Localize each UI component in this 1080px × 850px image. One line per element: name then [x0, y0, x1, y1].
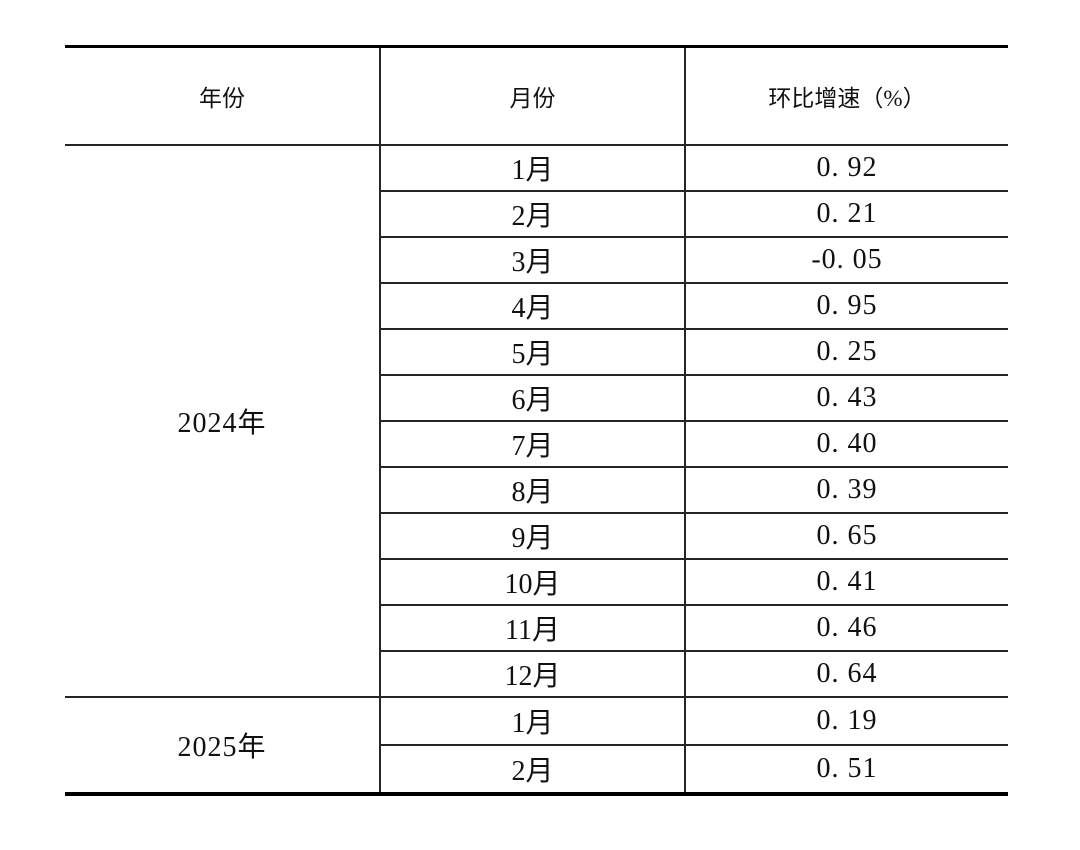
month-cell: 2月 [379, 744, 686, 794]
value-cell: 0. 21 [685, 190, 1008, 237]
growth-rate-table: 年份 月份 环比增速（%） 2024年 1月 0. 92 2月 0. 21 3月… [65, 45, 1008, 796]
month-cell: 2月 [379, 190, 686, 237]
value-cell: 0. 43 [685, 374, 1008, 421]
col-header-growth: 环比增速（%） [685, 46, 1008, 146]
table-row: 10月 0. 41 [65, 558, 1008, 605]
table-row: 6月 0. 43 [65, 374, 1008, 421]
value-cell: 0. 51 [685, 744, 1008, 794]
month-cell: 5月 [379, 328, 686, 375]
month-cell: 4月 [379, 282, 686, 329]
month-cell: 1月 [380, 144, 686, 191]
value-cell: 0. 40 [685, 420, 1008, 467]
value-cell: 0. 65 [685, 512, 1008, 559]
value-cell: 0. 64 [685, 650, 1008, 697]
month-cell: 11月 [379, 604, 686, 651]
value-cell: 0. 92 [685, 144, 1008, 191]
month-cell: 12月 [379, 650, 686, 697]
col-header-year: 年份 [65, 46, 380, 146]
table-row: 5月 0. 25 [65, 328, 1008, 375]
month-cell: 3月 [379, 236, 686, 283]
table-row: 2月 0. 51 [65, 744, 1008, 794]
year-cell-2024: 2024年 [65, 144, 381, 697]
month-cell: 10月 [379, 558, 686, 605]
value-cell: 0. 19 [685, 696, 1008, 745]
value-cell: 0. 41 [685, 558, 1008, 605]
table-row: 12月 0. 64 [65, 650, 1008, 697]
col-header-month: 月份 [379, 46, 686, 146]
value-cell: -0. 05 [685, 236, 1008, 283]
month-cell: 8月 [379, 466, 686, 513]
table-row: 11月 0. 46 [65, 604, 1008, 651]
year-cell-2025: 2025年 [65, 696, 381, 794]
table-row: 2月 0. 21 [65, 190, 1008, 237]
table-row: 4月 0. 95 [65, 282, 1008, 329]
table-row: 2025年 1月 0. 19 [65, 696, 1008, 794]
month-cell: 1月 [380, 696, 686, 745]
month-cell: 7月 [379, 420, 686, 467]
table-row: 9月 0. 65 [65, 512, 1008, 559]
month-cell: 9月 [379, 512, 686, 559]
month-cell: 6月 [379, 374, 686, 421]
table-row: 7月 0. 40 [65, 420, 1008, 467]
value-cell: 0. 95 [685, 282, 1008, 329]
header-row: 年份 月份 环比增速（%） [65, 46, 1008, 146]
table-row: 8月 0. 39 [65, 466, 1008, 513]
value-cell: 0. 46 [685, 604, 1008, 651]
table-row: 3月 -0. 05 [65, 236, 1008, 283]
value-cell: 0. 39 [685, 466, 1008, 513]
table-row: 2024年 1月 0. 92 [65, 144, 1008, 697]
value-cell: 0. 25 [685, 328, 1008, 375]
